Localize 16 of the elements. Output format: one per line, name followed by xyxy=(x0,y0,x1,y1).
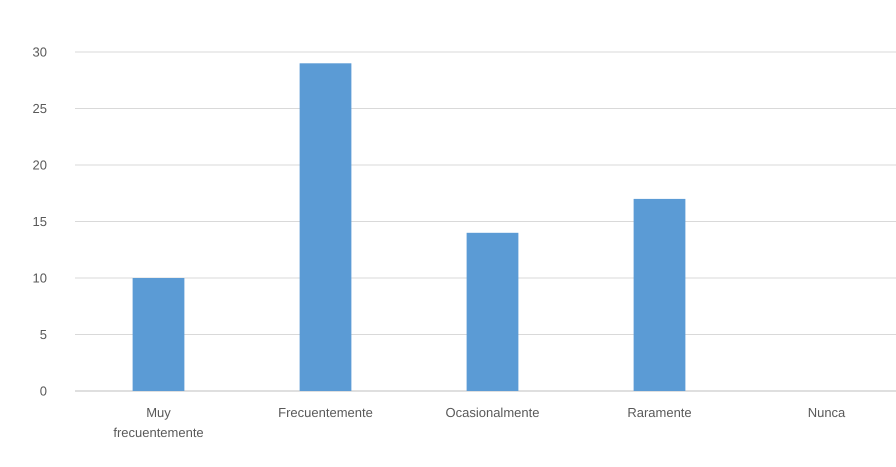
bar xyxy=(132,278,184,391)
y-tick-label: 10 xyxy=(32,270,47,286)
bar xyxy=(300,63,352,391)
x-tick-label: Frecuentemente xyxy=(278,405,373,420)
y-tick-label: 0 xyxy=(40,384,47,399)
y-tick-label: 5 xyxy=(40,327,47,342)
bar xyxy=(466,232,518,391)
bar xyxy=(634,198,686,391)
y-tick-label: 15 xyxy=(32,214,47,230)
x-tick-label: Ocasionalmente xyxy=(446,405,540,420)
y-tick-label: 30 xyxy=(32,44,47,60)
x-tick-label: Muy frecuentemente xyxy=(113,405,204,440)
x-tick-label: Raramente xyxy=(627,405,692,420)
y-tick-label: 25 xyxy=(32,101,47,116)
y-tick-label: 20 xyxy=(32,158,47,173)
x-tick-label: Nunca xyxy=(808,405,846,420)
